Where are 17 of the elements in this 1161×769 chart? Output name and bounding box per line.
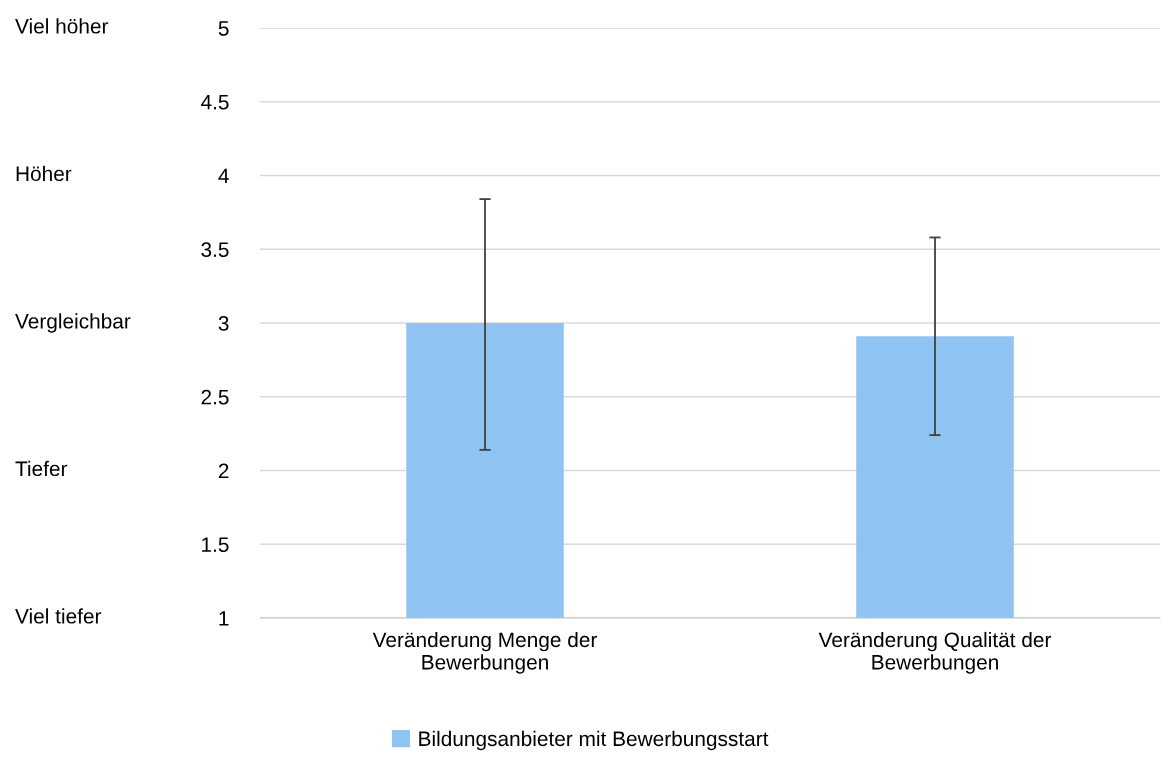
legend-label: Bildungsanbieter mit Bewerbungsstart [419, 730, 769, 751]
x-tick-label: Veränderung Menge der Bewerbungen [372, 631, 598, 674]
y-tick-label: 4 [218, 168, 229, 184]
text: Viel tiefer [15, 608, 102, 624]
y-tick-label: 2.5 [201, 389, 229, 405]
y-tick-label: 3.5 [201, 242, 229, 257]
y-tick-label: 3 [218, 316, 229, 331]
text: Höher [16, 165, 72, 182]
text: Viel höher [15, 18, 109, 34]
text: Tiefer [15, 460, 68, 477]
y-tick-label: 2 [218, 463, 229, 479]
y-tick-label: 1.5 [202, 537, 229, 552]
text: Vergleichbar [15, 313, 131, 333]
y-tick-label: 5 [218, 21, 229, 36]
x-tick-label: Veränderung Qualität der Bewerbungen [818, 631, 1052, 674]
y-tick-label: 1 [219, 611, 229, 626]
y-tick-label: 4.5 [200, 94, 229, 110]
